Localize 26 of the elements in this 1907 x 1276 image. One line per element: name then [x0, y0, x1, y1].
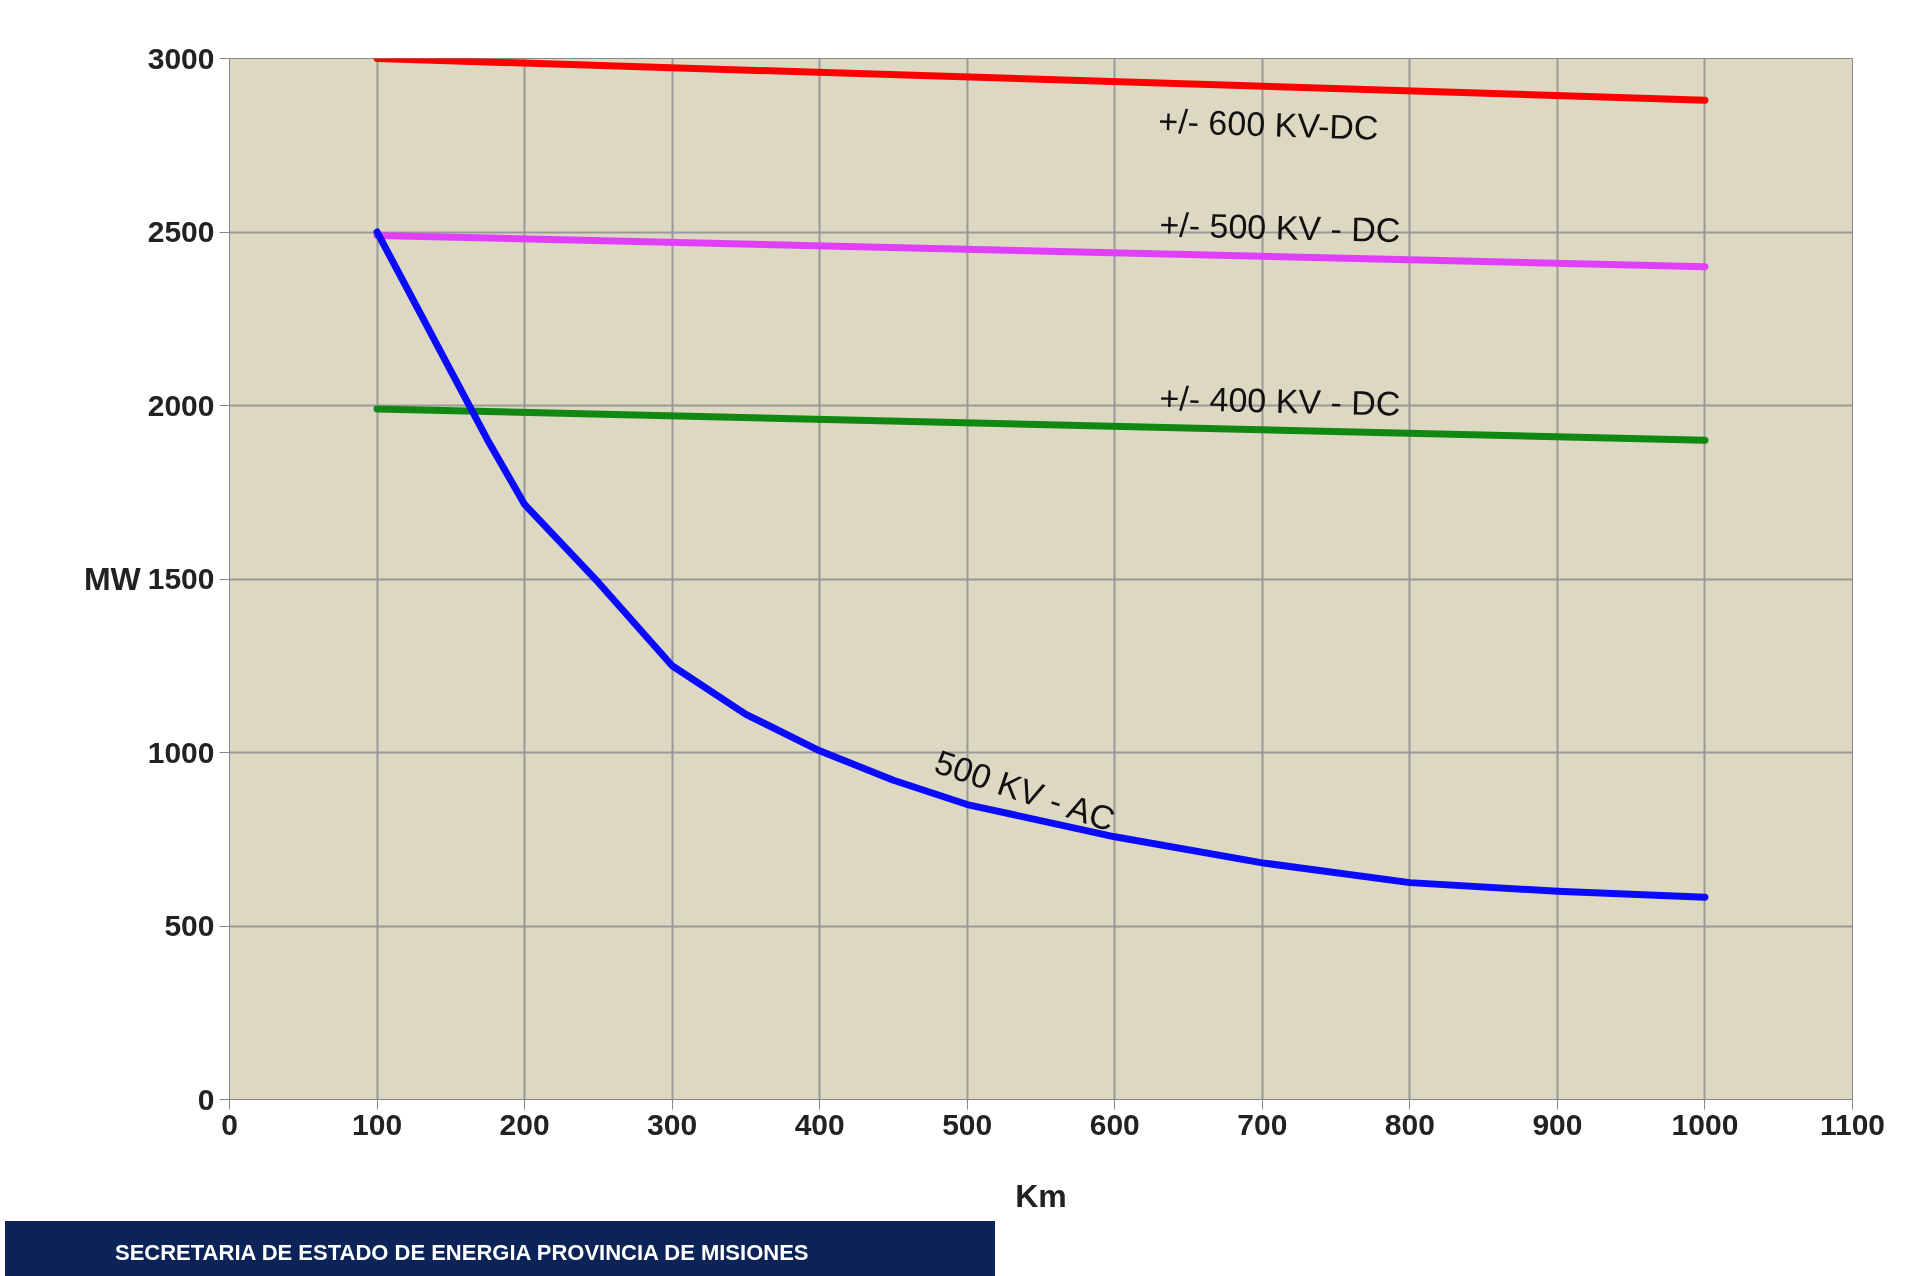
- x-tick-label: 200: [499, 1107, 550, 1141]
- x-tick-label: 600: [1089, 1107, 1140, 1141]
- x-tick-label: 0: [221, 1107, 238, 1141]
- x-tick-label: 700: [1237, 1107, 1288, 1141]
- x-tick-label: 400: [794, 1107, 845, 1141]
- y-tick-label: 500: [164, 909, 215, 942]
- x-tick-label: 300: [647, 1107, 698, 1141]
- x-tick-label: 500: [942, 1107, 993, 1141]
- x-tick-label: 1000: [1671, 1107, 1739, 1141]
- x-tick-label: 800: [1384, 1107, 1435, 1141]
- text: 500 KV - AC: [930, 742, 1120, 839]
- y-tick-label: 1000: [147, 735, 215, 769]
- series-label: +/- 500 KV - DC: [1159, 205, 1401, 250]
- y-tick-label: 1500: [147, 562, 215, 595]
- y-tick-label: 2500: [147, 215, 215, 248]
- y-tick-label: 0: [197, 1082, 215, 1116]
- y-tick-label: 2000: [147, 388, 215, 422]
- x-tick-label: 1100: [1819, 1107, 1886, 1141]
- x-tick-label: 100: [352, 1107, 403, 1141]
- text: SECRETARIA DE ESTADO DE ENERGIA PROVINCIA DE MISIONES: [115, 1239, 809, 1267]
- x-axis-title: Km: [1015, 1177, 1067, 1214]
- y-axis-title: MW: [83, 561, 142, 597]
- y-tick-label: 3000: [147, 41, 215, 75]
- x-tick-label: 900: [1532, 1107, 1583, 1141]
- series-label: +/- 400 KV - DC: [1159, 378, 1401, 423]
- series-label: +/- 600 KV-DC: [1157, 101, 1380, 147]
